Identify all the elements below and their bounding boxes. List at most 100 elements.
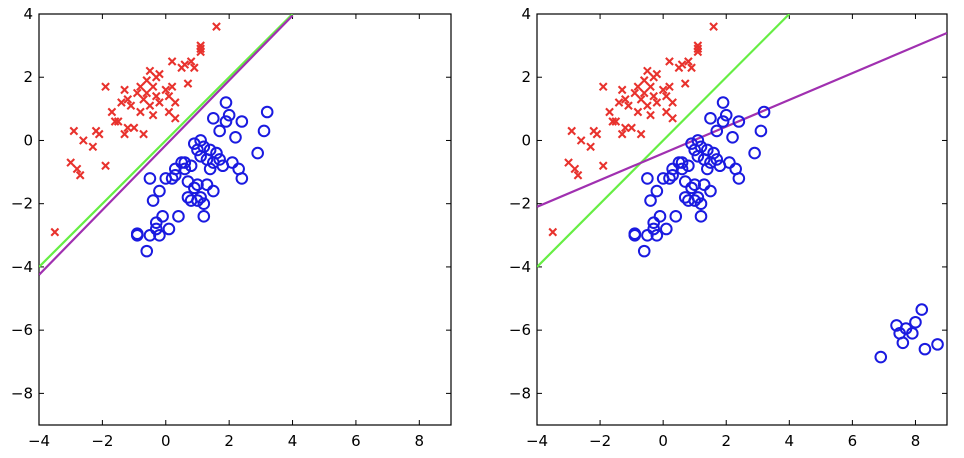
- circle-marker-point: [257, 124, 271, 138]
- circle-marker-point: [710, 124, 724, 138]
- circle-marker-point: [168, 162, 182, 176]
- circle-marker-point: [130, 227, 144, 241]
- circle-marker-point: [701, 162, 714, 176]
- circle-marker-point: [172, 210, 185, 223]
- x-marker-point: [617, 85, 627, 95]
- x-marker-point: [567, 126, 577, 136]
- x-marker-point: [196, 44, 205, 54]
- circle-marker-point: [207, 112, 220, 125]
- circle-marker-point: [896, 336, 910, 350]
- circle-marker-point: [710, 153, 724, 166]
- x-marker-point: [110, 117, 120, 126]
- circle-marker-point: [644, 194, 657, 207]
- circle-marker-point: [197, 197, 211, 210]
- x-marker-point: [148, 82, 158, 92]
- x-marker-point: [139, 95, 148, 104]
- circle-marker-point: [226, 156, 239, 169]
- x-marker-point: [620, 95, 630, 104]
- circle-marker-point: [694, 140, 708, 154]
- circle-marker-point: [716, 96, 730, 109]
- circle-marker-point: [691, 191, 705, 204]
- x-marker-point: [120, 129, 129, 139]
- circle-marker-point: [754, 124, 768, 138]
- purple-boundary-line: [537, 31, 947, 208]
- x-marker-point: [611, 117, 621, 126]
- green-boundary-line: [537, 14, 791, 268]
- x-marker-point: [139, 129, 148, 139]
- x-marker-point: [636, 95, 646, 104]
- circle-marker-point: [197, 210, 211, 223]
- circle-marker-point: [203, 162, 217, 176]
- x-marker-point: [677, 60, 687, 69]
- x-marker-point: [661, 107, 671, 117]
- circle-marker-point: [694, 197, 708, 210]
- x-marker-point: [167, 57, 177, 66]
- x-marker-point: [126, 101, 136, 111]
- x-marker-point: [639, 76, 649, 85]
- x-marker-point: [633, 107, 643, 117]
- y-tick-label: −6: [509, 321, 531, 339]
- circle-marker-point: [650, 184, 664, 198]
- x-marker-point: [652, 69, 662, 79]
- x-marker-point: [196, 41, 205, 50]
- circle-marker-point: [637, 244, 651, 258]
- x-marker-point: [548, 227, 558, 237]
- x-marker-point: [94, 129, 104, 139]
- x-marker-point: [123, 123, 133, 133]
- circle-marker-point: [653, 210, 667, 223]
- x-marker-point: [66, 158, 76, 167]
- circle-marker-point: [184, 159, 198, 173]
- circle-marker-point: [194, 134, 207, 147]
- x-marker-point: [586, 142, 595, 152]
- chart-panel-2: −4 −2 0 2 4 6 8 −8 −6 −4 −2 0 2 4: [509, 5, 948, 450]
- y-tick-label: 0: [521, 131, 531, 149]
- circle-marker-point: [210, 146, 223, 160]
- y-tick-label: 4: [521, 5, 531, 23]
- x-marker-point: [570, 164, 580, 174]
- data-points: [50, 22, 274, 258]
- x-marker-point: [136, 107, 145, 117]
- x-marker-point: [132, 88, 142, 98]
- x-marker-point: [164, 91, 174, 101]
- x-tick-label: 4: [288, 432, 298, 450]
- circle-marker-point: [149, 216, 163, 229]
- x-marker-point: [212, 22, 221, 31]
- x-marker-point: [576, 136, 586, 145]
- x-marker-point: [658, 85, 668, 95]
- x-tick-label: 8: [415, 432, 425, 450]
- x-marker-point: [646, 110, 655, 120]
- circle-marker-point: [197, 140, 211, 154]
- x-marker-point: [668, 113, 677, 123]
- circle-marker-point: [203, 143, 217, 157]
- x-marker-point: [142, 88, 152, 98]
- x-marker-point: [75, 170, 85, 180]
- x-marker-point: [620, 123, 630, 133]
- x-marker-point: [665, 82, 674, 92]
- y-tick-label: −8: [11, 384, 33, 402]
- x-marker-point: [170, 98, 180, 107]
- circle-marker-point: [149, 222, 163, 236]
- x-marker-point: [598, 82, 608, 92]
- y-tick-label: 4: [23, 5, 33, 23]
- x-marker-point: [646, 82, 655, 92]
- circle-marker-point: [641, 229, 654, 242]
- circle-marker-point: [143, 229, 157, 242]
- x-marker-point: [101, 161, 110, 171]
- boundary-lines: [39, 14, 294, 276]
- x-marker-point: [624, 101, 633, 111]
- x-marker-point: [155, 69, 164, 79]
- circle-marker-point: [726, 131, 739, 144]
- x-marker-point: [573, 170, 583, 180]
- plot-frame: [38, 13, 452, 426]
- x-tick-label: 6: [351, 432, 361, 450]
- circle-marker-point: [628, 227, 642, 241]
- circle-marker-point: [213, 153, 226, 166]
- circle-marker-point: [669, 210, 683, 223]
- circle-marker-point: [931, 338, 944, 351]
- circle-marker-point: [704, 184, 717, 198]
- chart-panel-1: −4 −2 0 2 4 6 8 −8 −6 −4 −2 0 2 4: [11, 5, 452, 450]
- circle-marker-point: [757, 105, 771, 119]
- circle-marker-point: [641, 172, 654, 185]
- x-marker-point: [687, 63, 696, 73]
- x-marker-point: [72, 164, 82, 174]
